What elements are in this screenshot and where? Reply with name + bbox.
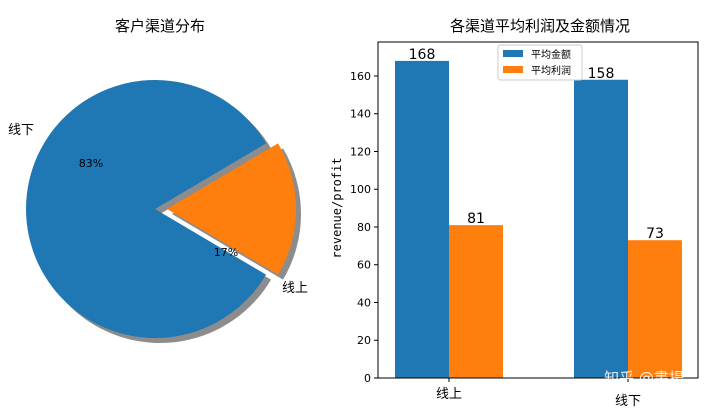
pie-slice-offline [26, 80, 267, 339]
legend-swatch-avg-profit [503, 66, 523, 73]
y-axis-ticks: 0 20 40 60 80 100 120 140 160 [350, 70, 378, 385]
bar-offline-avg-amount [574, 79, 628, 378]
y-tick-label: 80 [357, 221, 371, 234]
legend-label-avg-amount: 平均金额 [531, 48, 571, 61]
legend: 平均金额 平均利润 [497, 44, 583, 81]
data-label-offline-avg-profit: 73 [646, 226, 664, 242]
data-label-online-avg-amount: 168 [409, 47, 436, 63]
y-tick-label: 160 [350, 70, 371, 83]
y-tick-label: 60 [357, 259, 371, 272]
data-label-online-avg-profit: 81 [467, 211, 485, 227]
y-tick-label: 40 [357, 296, 371, 309]
legend-label-avg-profit: 平均利润 [531, 64, 571, 77]
pie-pct-online: 17% [214, 246, 238, 259]
pie-label-online: 线上 [282, 281, 308, 296]
y-tick-label: 20 [357, 334, 371, 347]
y-axis-label: revenue/profit [330, 157, 344, 258]
pie-slice-online [167, 143, 296, 275]
bar-chart: 各渠道平均利润及金额情况 revenue/profit 0 20 40 60 80 100… [330, 17, 699, 409]
y-tick-label: 140 [350, 108, 371, 121]
y-tick-label: 120 [350, 145, 371, 158]
pie-title: 客户渠道分布 [115, 17, 205, 35]
bar-title: 各渠道平均利润及金额情况 [450, 17, 630, 35]
y-tick-label: 100 [350, 183, 371, 196]
pie-label-offline: 线下 [8, 123, 34, 138]
pie-chart: 客户渠道分布 83% 17% 线下 线上 [8, 17, 308, 344]
bar-offline-avg-profit [628, 240, 682, 378]
x-tick-label-online: 线上 [436, 387, 462, 402]
data-label-offline-avg-amount: 158 [588, 66, 615, 82]
bar-online-avg-amount [395, 60, 449, 378]
legend-swatch-avg-amount [503, 50, 523, 57]
plot-frame [377, 41, 699, 379]
x-tick-label-offline: 线下 [615, 394, 641, 409]
y-tick-label: 0 [364, 372, 371, 385]
bar-online-avg-profit [449, 225, 503, 378]
pie-pct-offline: 83% [79, 157, 103, 170]
watermark: 知乎 @書揚 [604, 369, 684, 387]
